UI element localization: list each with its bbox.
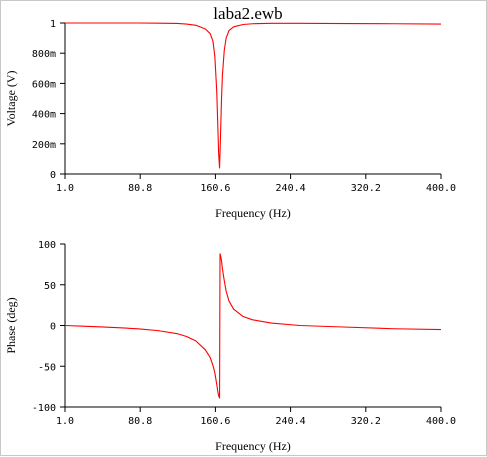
magnitude-plot: 1.0 80.8 160.6 240.4 320.2 400.0 0 200m 400m 600m… [4, 19, 456, 220]
magnitude-x-axis-label: Frequency (Hz) [215, 206, 291, 220]
magnitude-y-tick-label: 600m [32, 79, 56, 90]
phase-x-tick-label: 240.4 [276, 416, 306, 427]
phase-x-tick-label: 160.6 [200, 416, 230, 427]
magnitude-y-tick-label: 1 [50, 19, 56, 30]
phase-y-axis-label: Phase (deg) [4, 297, 18, 353]
magnitude-y-axis-label: Voltage (V) [4, 70, 18, 126]
phase-plot: 1.0 80.8 160.6 240.4 320.2 400.0 -100 -50 0 50 100… [4, 240, 456, 453]
phase-y-tick-label: 100 [38, 240, 56, 251]
magnitude-x-tick-label: 320.2 [351, 183, 381, 194]
magnitude-x-tick-label: 80.8 [128, 183, 152, 194]
magnitude-x-tick-label: 400.0 [426, 183, 456, 194]
magnitude-x-tick-label: 160.6 [200, 183, 230, 194]
phase-x-tick-label: 1.0 [56, 416, 74, 427]
phase-y-tick-label: 0 [50, 322, 56, 333]
magnitude-y-tick-label: 400m [32, 110, 56, 121]
magnitude-x-tick-label: 240.4 [276, 183, 306, 194]
phase-y-tick-label: 50 [44, 281, 56, 292]
phase-y-tick-label: -50 [38, 362, 56, 373]
phase-y-tick-label: -100 [32, 403, 56, 414]
magnitude-y-tick-label: 200m [32, 140, 56, 151]
phase-x-tick-label: 400.0 [426, 416, 456, 427]
phase-x-tick-label: 80.8 [128, 416, 152, 427]
magnitude-y-tick-label: 800m [32, 49, 56, 60]
magnitude-y-tick-label: 0 [50, 170, 56, 181]
magnitude-series-line [65, 22, 442, 169]
phase-series-line [64, 253, 442, 399]
graph-title: laba2.ewb [213, 4, 282, 23]
magnitude-x-tick-label: 1.0 [56, 183, 74, 194]
phase-x-tick-label: 320.2 [351, 416, 381, 427]
phase-x-axis-label: Frequency (Hz) [215, 439, 291, 453]
